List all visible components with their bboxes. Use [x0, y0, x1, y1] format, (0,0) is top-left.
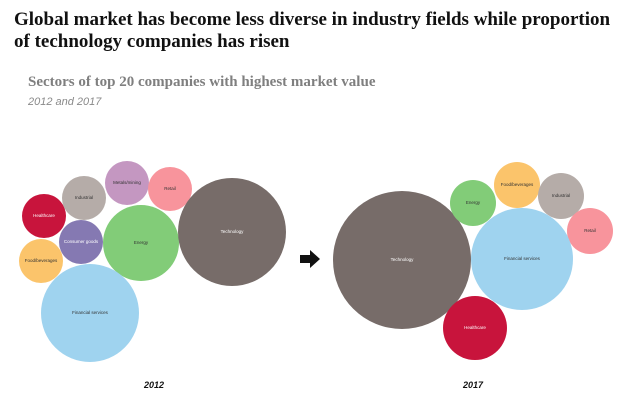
headline: Global market has become less diverse in… [14, 9, 611, 52]
bubble-label: Food/beverages [501, 182, 534, 187]
bubble-label: Metals/mining [113, 180, 141, 185]
bubble-label: Industrial [75, 195, 93, 200]
bubble-industrial-2017 [538, 173, 584, 219]
bubble-financial-services-2012 [41, 264, 139, 362]
bubble-industrial-2012 [62, 176, 106, 220]
bubble-retail-2012 [148, 167, 192, 211]
panel-year-label: 2012 [143, 380, 164, 390]
bubble-label: Food/beverages [25, 258, 58, 263]
bubble-energy-2012 [103, 205, 179, 281]
bubble-metals-mining-2012 [105, 161, 149, 205]
bubble-label: Healthcare [33, 213, 55, 218]
arrow-right-icon [300, 250, 320, 268]
chart-title: Sectors of top 20 companies with highest… [28, 74, 376, 90]
bubble-label: Technology [221, 229, 245, 234]
panel-year-label: 2017 [462, 380, 484, 390]
bubble-label: Industrial [552, 193, 570, 198]
bubble-label: Energy [466, 200, 481, 205]
bubble-technology-2017 [333, 191, 471, 329]
bubble-healthcare-2012 [22, 194, 66, 238]
bubble-energy-2017 [450, 180, 496, 226]
bubble-label: Consumer goods [64, 239, 99, 244]
bubble-retail-2017 [567, 208, 613, 254]
bubble-financial-services-2017 [471, 208, 573, 310]
bubble-label: Retail [584, 228, 596, 233]
bubble-label: Financial services [504, 256, 541, 261]
bubble-consumer-goods-2012 [59, 220, 103, 264]
bubble-food-beverages-2012 [19, 239, 63, 283]
bubble-technology-2012 [178, 178, 286, 286]
bubble-label: Retail [164, 186, 176, 191]
bubble-label: Energy [134, 240, 149, 245]
bubble-healthcare-2017 [443, 296, 507, 360]
bubble-food-beverages-2017 [494, 162, 540, 208]
chart-subtitle: 2012 and 2017 [28, 96, 102, 108]
bubble-label: Healthcare [464, 325, 486, 330]
bubble-label: Financial services [72, 310, 109, 315]
bubble-label: Technology [391, 257, 415, 262]
